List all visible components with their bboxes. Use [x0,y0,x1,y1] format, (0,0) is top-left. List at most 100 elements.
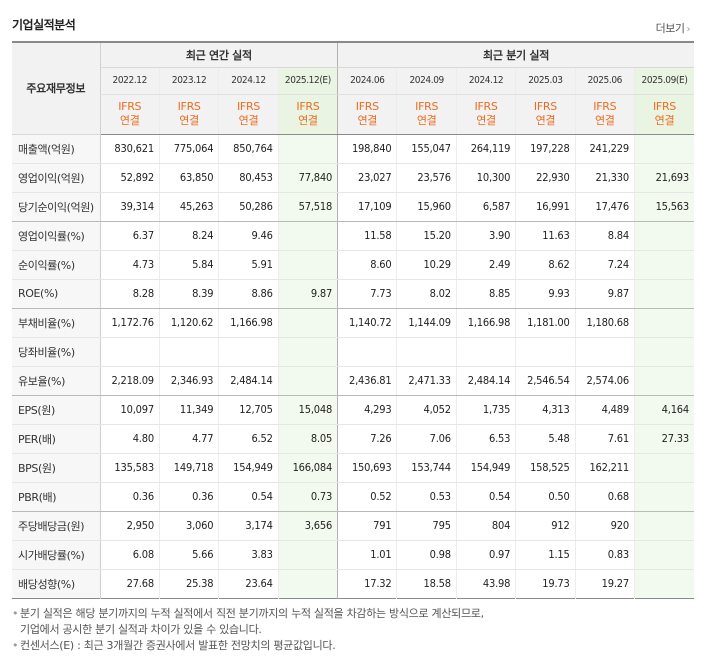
table-cell: 5.84 [158,250,219,280]
table-cell: 150,693 [337,453,397,483]
table-cell: 17,476 [574,192,635,222]
table-cell [99,337,160,367]
table-cell: 23,576 [396,163,457,193]
table-cell: 198,840 [337,134,397,164]
table-row: 매출액(억원) 830,621 775,064 850,764 198,840 155,0… [12,134,694,164]
table-cell [277,366,338,396]
table-cell: 1,144.09 [396,308,457,338]
table-cell: 17.32 [337,569,397,598]
table-cell: 791 [337,511,397,541]
table-cell [158,337,219,367]
table-cell [633,482,694,512]
table-cell: 1.01 [337,540,397,570]
table-row: PER(배) 4.80 4.77 6.52 8.05 7.26 7.06 6.53 5.48 7.… [12,424,694,454]
table-cell: 2,950 [99,511,160,541]
table-cell: 0.50 [515,482,576,512]
table-cell: 3,060 [158,511,219,541]
table-cell: 7.24 [574,250,635,280]
table-cell: 2,484.14 [218,366,279,396]
table-cell: 15,563 [633,192,694,222]
table-cell: 10.29 [396,250,457,280]
table-cell: 8.28 [99,279,160,309]
table-cell: 9.93 [515,279,576,309]
table-cell: 18.58 [396,569,457,598]
row-label: 배당성향(%) [12,569,101,598]
period-header: 2025.12(E) [277,67,338,95]
table-cell: 135,583 [99,453,160,483]
table-cell [633,250,694,280]
table-cell: 5.48 [515,424,576,454]
row-label: PER(배) [12,424,101,454]
table-cell: 2,346.93 [158,366,219,396]
table-cell [633,337,694,367]
quarterly-group-header: 최근 분기 실적 [337,42,694,68]
accounting-standard-label: IFRS 연결 [515,94,576,135]
table-cell: 0.68 [574,482,635,512]
row-label: 영업이익률(%) [12,221,101,251]
table-cell: 6.53 [455,424,516,454]
table-row: 유보율(%) 2,218.09 2,346.93 2,484.14 2,436.81 2,… [12,366,694,396]
row-label: 매출액(억원) [12,134,101,164]
more-label: 더보기 [655,22,685,35]
period-header: 2022.12 [99,67,160,95]
financial-summary-table: 주요재무정보 최근 연간 실적 최근 분기 실적 2022.12 2023.12 2024… [12,41,694,599]
table-cell: 27.33 [633,424,694,454]
table-cell [633,308,694,338]
row-label: 영업이익(억원) [12,163,101,193]
row-label: EPS(원) [12,395,101,425]
accounting-standard-label: IFRS 연결 [218,94,279,135]
table-cell: 2,484.14 [455,366,516,396]
chevron-right-icon: › [686,24,691,35]
period-header: 2023.12 [158,67,219,95]
table-cell: 6.52 [218,424,279,454]
table-cell: 8.84 [574,221,635,251]
table-cell: 0.36 [158,482,219,512]
table-cell: 850,764 [218,134,279,164]
group-header-row: 주요재무정보 최근 연간 실적 최근 분기 실적 [12,42,694,135]
table-cell: 19.27 [574,569,635,598]
table-cell [633,569,694,598]
table-cell: 3,656 [277,511,338,541]
table-cell [277,134,338,164]
table-cell: 6,587 [455,192,516,222]
accounting-standard-label: IFRS 연결 [277,94,338,135]
table-cell: 43.98 [455,569,516,598]
table-cell [633,511,694,541]
table-cell: 775,064 [158,134,219,164]
table-cell: 21,693 [633,163,694,193]
period-header: 2025.09(E) [633,67,694,95]
table-cell: 45,263 [158,192,219,222]
more-link[interactable]: 더보기 › [655,20,691,36]
table-cell: 1,140.72 [337,308,397,338]
table-cell: 8.85 [455,279,516,309]
table-cell: 2,436.81 [337,366,397,396]
table-cell: 25.38 [158,569,219,598]
bullet-icon: • [12,607,19,620]
table-cell: 8.05 [277,424,338,454]
table-cell: 11.63 [515,221,576,251]
table-cell: 0.98 [396,540,457,570]
table-row: 순이익률(%) 4.73 5.84 5.91 8.60 10.29 2.49 8.62 7.24 [12,250,694,280]
table-cell: 19.73 [515,569,576,598]
table-cell [574,337,635,367]
table-cell: 7.26 [337,424,397,454]
table-cell: 10,300 [455,163,516,193]
table-cell: 1.15 [515,540,576,570]
table-cell: 6.08 [99,540,160,570]
table-cell: 154,949 [218,453,279,483]
table-cell: 22,930 [515,163,576,193]
table-cell: 8.62 [515,250,576,280]
table-cell: 1,166.98 [218,308,279,338]
table-cell: 0.53 [396,482,457,512]
table-cell: 920 [574,511,635,541]
table-cell: 8.60 [337,250,397,280]
table-cell: 50,286 [218,192,279,222]
row-label: 당좌비율(%) [12,337,101,367]
row-label: ROE(%) [12,279,101,309]
footnotes: • 분기 실적은 해당 분기까지의 누적 실적에서 직전 분기까지의 누적 실적… [12,606,484,654]
row-label: 유보율(%) [12,366,101,396]
table-cell: 11,349 [158,395,219,425]
table-cell: 153,744 [396,453,457,483]
row-label: 부채비율(%) [12,308,101,338]
table-cell: 15,960 [396,192,457,222]
